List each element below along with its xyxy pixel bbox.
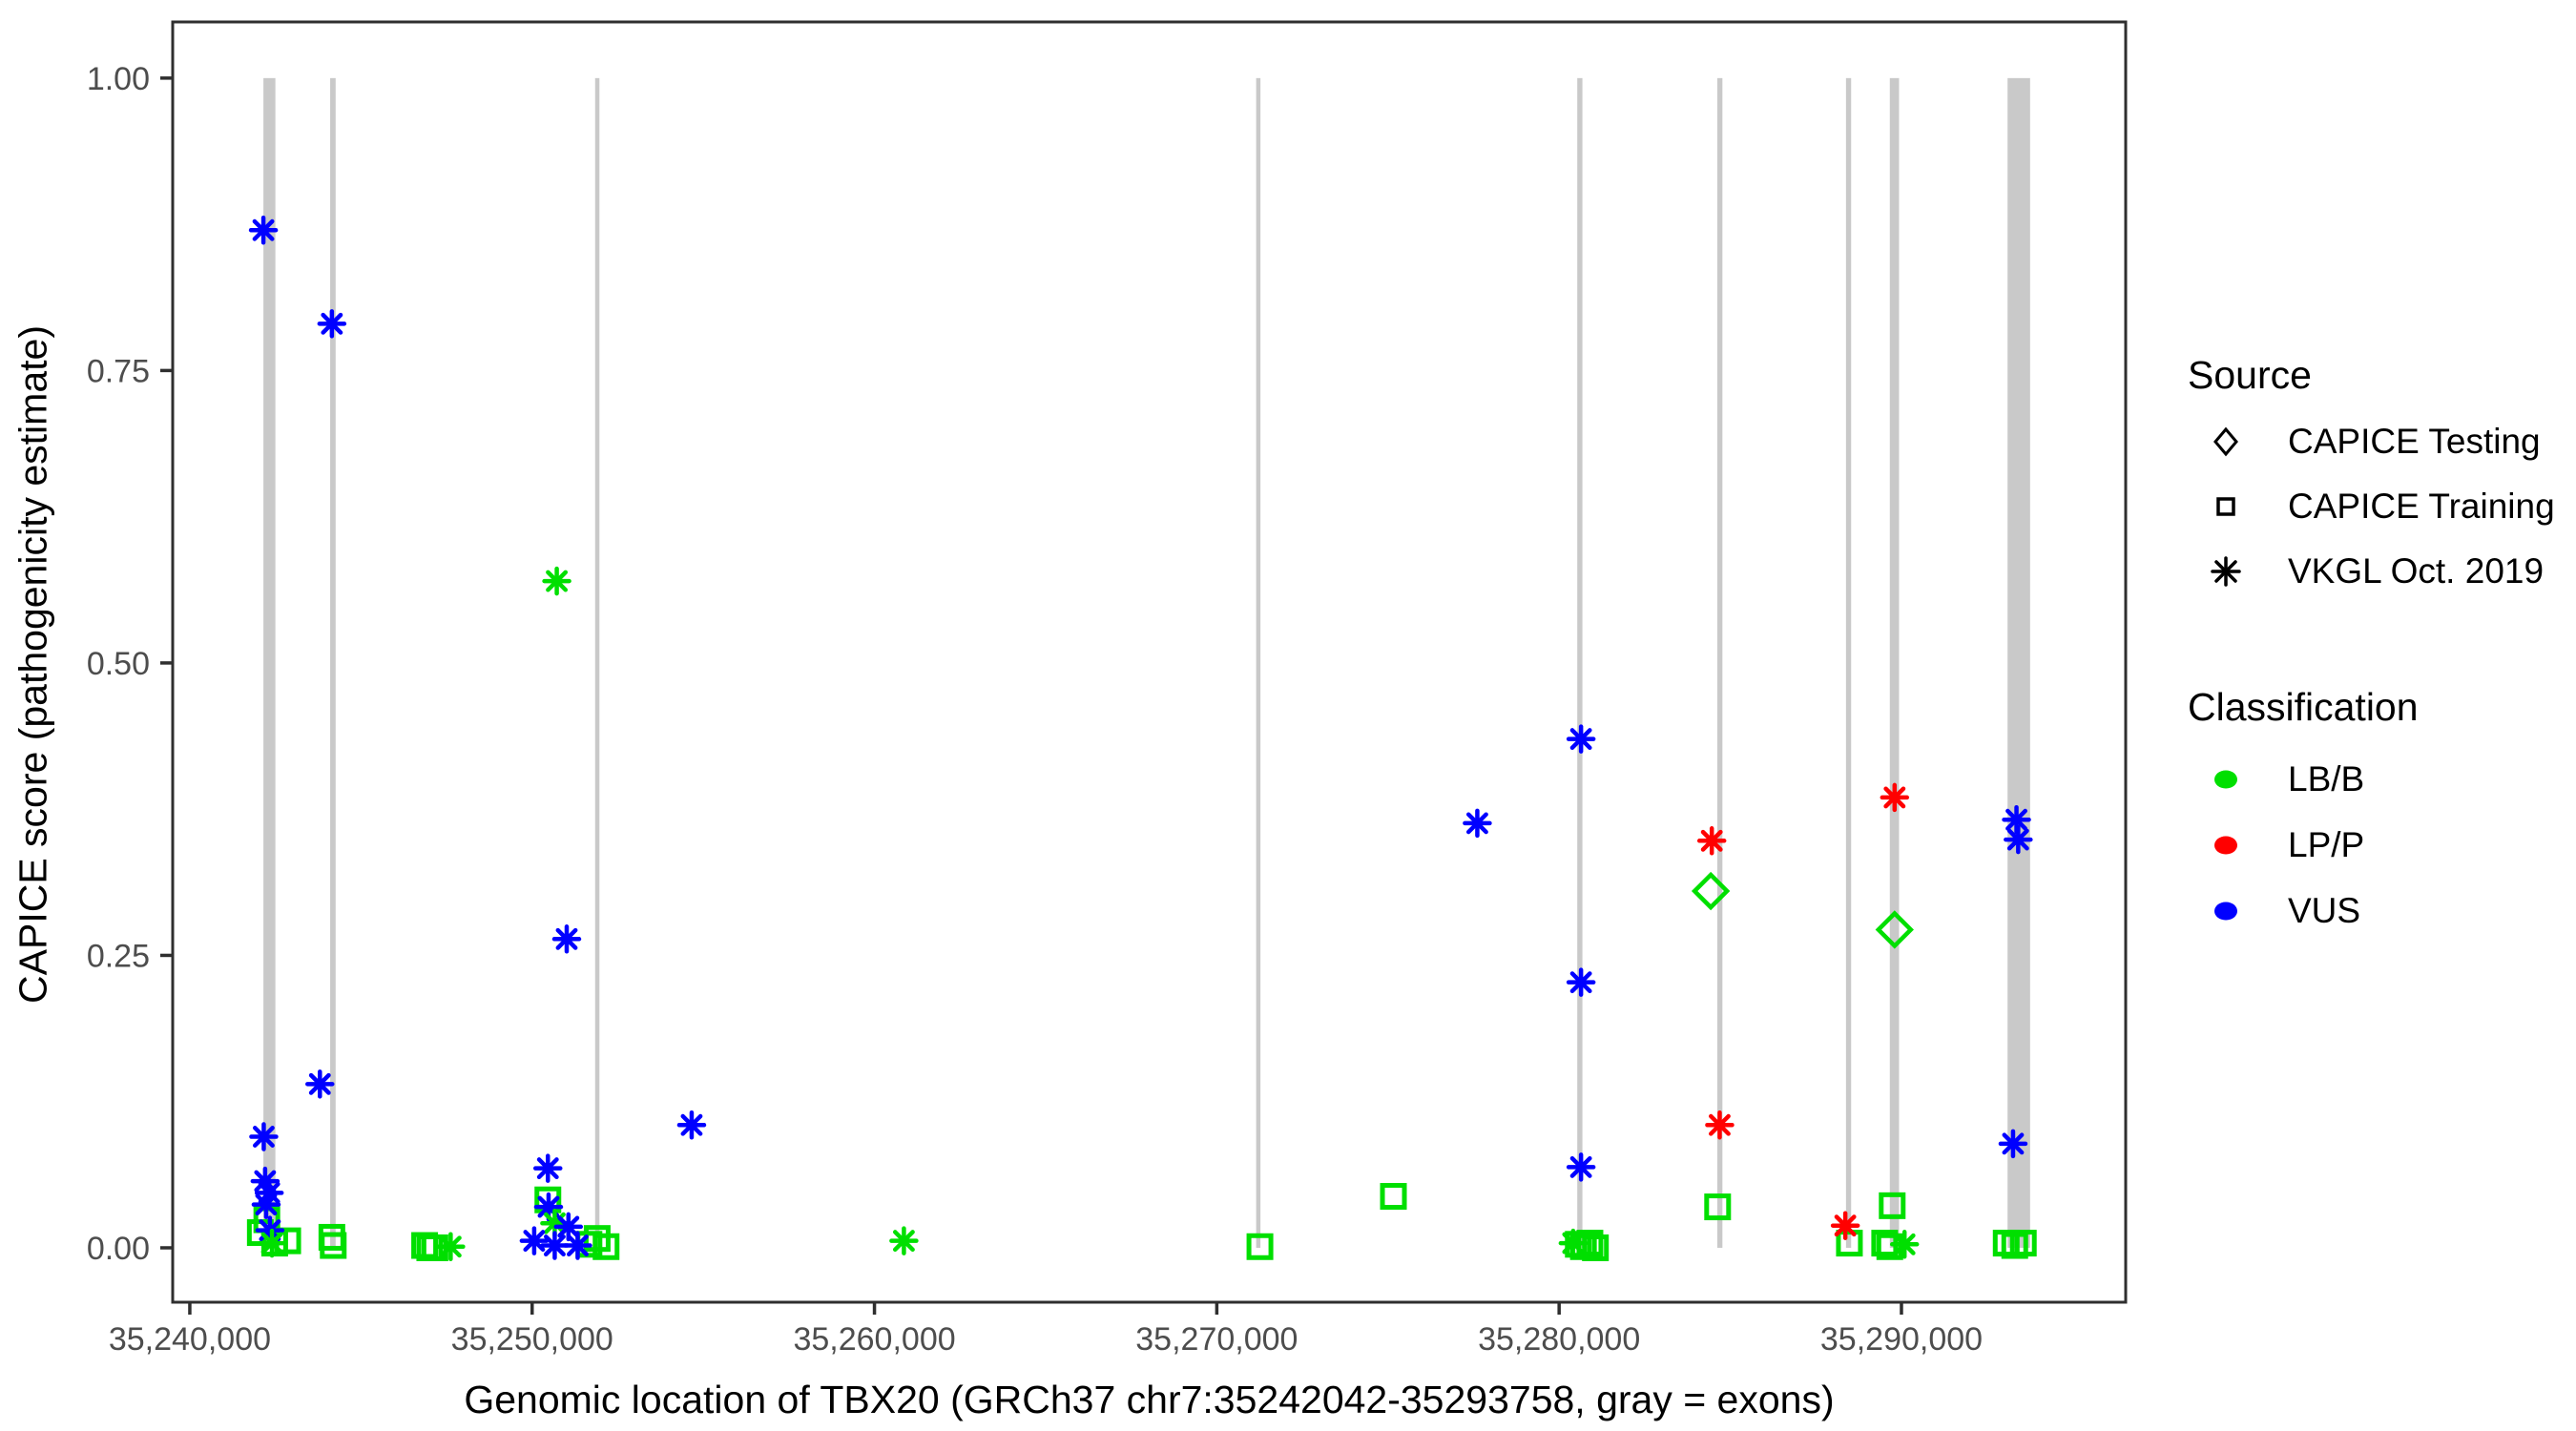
data-point-asterisk: [248, 216, 279, 245]
x-tick-label: 35,290,000: [1820, 1321, 1983, 1358]
legend-item-vkgl: VKGL Oct. 2019: [2201, 550, 2544, 593]
data-point-square: [1879, 1192, 1906, 1219]
data-point-square: [1704, 1193, 1732, 1221]
data-point-asterisk: [1998, 1129, 2028, 1159]
exon-bar: [1577, 77, 1583, 1248]
data-point-diamond: [1875, 910, 1914, 949]
data-point-square: [1582, 1234, 1610, 1261]
data-point-asterisk: [1889, 1230, 1920, 1259]
exon-bar: [1716, 77, 1723, 1248]
legend-item-vus: VUS: [2201, 889, 2360, 933]
x-tick-label: 35,260,000: [793, 1321, 955, 1358]
data-point-asterisk: [542, 566, 571, 596]
legend-item-label: LP/P: [2288, 825, 2365, 864]
data-point-square: [1246, 1233, 1274, 1260]
green-dot-icon: [2201, 757, 2251, 801]
data-point-diamond: [1691, 871, 1731, 911]
data-point-asterisk: [551, 924, 582, 954]
data-point-asterisk: [676, 1110, 707, 1140]
data-point-asterisk: [1566, 1152, 1596, 1182]
y-tick-label: 1.00: [87, 61, 150, 97]
x-tick-label: 35,280,000: [1478, 1321, 1640, 1358]
legend-item-label: VKGL Oct. 2019: [2288, 551, 2545, 591]
data-point-asterisk: [251, 1190, 281, 1219]
data-point-asterisk: [1566, 724, 1596, 754]
legend-item-capice-training: CAPICE Training: [2201, 485, 2555, 529]
data-point-asterisk: [563, 1231, 592, 1260]
exon-bar: [594, 77, 600, 1248]
data-point-asterisk: [889, 1226, 919, 1255]
data-point-asterisk: [1880, 782, 1910, 813]
data-point-asterisk: [257, 1228, 287, 1258]
exon-bar: [1845, 77, 1852, 1248]
data-point-asterisk: [519, 1226, 550, 1255]
legend-source-title: Source: [2188, 353, 2312, 397]
legend-item-label: CAPICE Training: [2288, 487, 2555, 526]
legend-item-label: CAPICE Testing: [2288, 422, 2541, 461]
legend: Source CAPICE Testing CAPICE Training: [2188, 0, 2569, 1431]
exon-bar: [330, 77, 336, 1248]
data-point-asterisk: [540, 1231, 570, 1260]
data-point-square: [2009, 1230, 2037, 1257]
x-tick-label: 35,270,000: [1135, 1321, 1298, 1358]
blue-dot-icon: [2201, 889, 2251, 933]
legend-item-lpp: LP/P: [2201, 823, 2364, 867]
data-point-asterisk: [1566, 967, 1596, 997]
exon-bar: [1256, 77, 1261, 1248]
data-point-asterisk: [2004, 824, 2033, 855]
x-tick-label: 35,240,000: [109, 1321, 271, 1358]
data-point-asterisk: [249, 1122, 279, 1151]
legend-item-label: LB/B: [2288, 759, 2365, 798]
square-icon: [2201, 485, 2251, 529]
legend-item-label: VUS: [2288, 891, 2361, 930]
panel-border: [171, 20, 2128, 1304]
data-point-square: [320, 1232, 347, 1259]
data-point-asterisk: [1696, 826, 1727, 856]
y-tick-label: 0.50: [87, 646, 150, 682]
data-point-asterisk: [305, 1069, 335, 1099]
y-axis-title: CAPICE score (pathogenicity estimate): [10, 325, 55, 1004]
data-point-asterisk: [436, 1232, 466, 1262]
data-point-asterisk: [317, 309, 347, 339]
data-point-asterisk: [1705, 1110, 1735, 1140]
data-point-asterisk: [1463, 808, 1492, 839]
data-point-square: [1380, 1183, 1407, 1211]
asterisk-icon: [2201, 550, 2251, 593]
red-dot-icon: [2201, 823, 2251, 867]
exon-bar: [1889, 77, 1900, 1248]
y-tick-label: 0.00: [87, 1231, 150, 1267]
legend-item-capice-testing: CAPICE Testing: [2201, 420, 2541, 464]
legend-item-lbb: LB/B: [2201, 757, 2364, 801]
data-point-asterisk: [254, 1178, 284, 1208]
data-point-asterisk: [1558, 1228, 1589, 1258]
y-tick-label: 0.75: [87, 353, 150, 389]
x-axis-title: Genomic location of TBX20 (GRCh37 chr7:3…: [464, 1378, 1835, 1421]
legend-classification-title: Classification: [2188, 685, 2419, 729]
data-point-square: [592, 1233, 620, 1260]
exon-bar: [2007, 77, 2030, 1248]
y-tick-label: 0.25: [87, 938, 150, 974]
x-tick-label: 35,250,000: [451, 1321, 613, 1358]
diamond-icon: [2201, 420, 2251, 464]
exon-bar: [263, 77, 276, 1248]
data-point-asterisk: [1830, 1211, 1860, 1240]
data-point-asterisk: [533, 1153, 563, 1183]
